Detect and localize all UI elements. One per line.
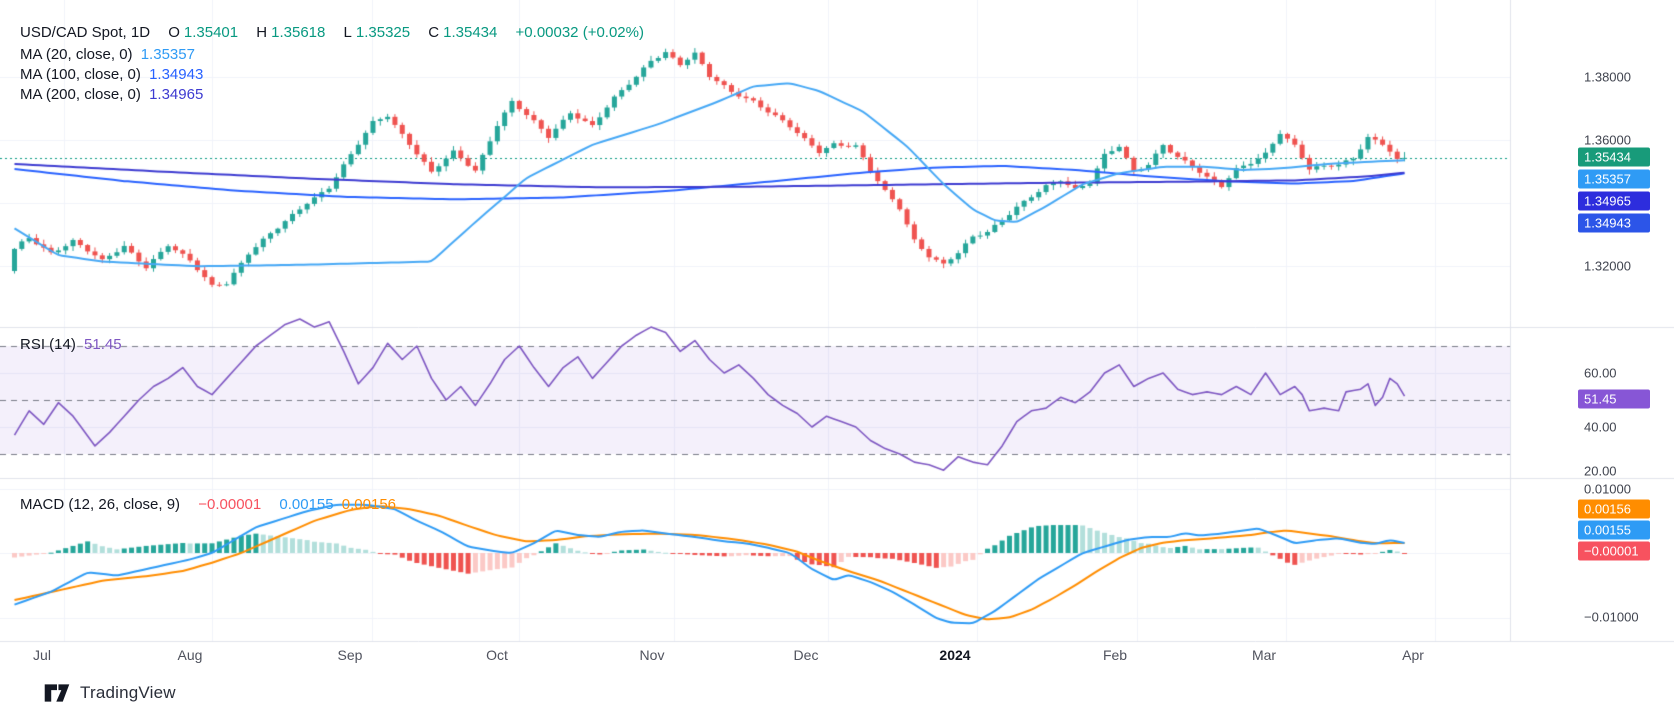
macd-legend-row[interactable]: MACD (12, 26, close, 9) −0.00001 0.00155… (20, 496, 396, 513)
ohlc-close-key: C (428, 24, 440, 41)
ma100-value: 1.34943 (149, 66, 204, 83)
ma100-legend-row[interactable]: MA (100, close, 0) 1.34943 (20, 66, 203, 83)
ohlc-open-value: 1.35401 (183, 24, 239, 41)
ma200-price-badge: 1.34965 (1578, 191, 1650, 211)
ma20-label: MA (20, close, 0) (20, 46, 133, 63)
ohlc-open-key: O (168, 24, 180, 41)
rsi-axis-label: 20.00 (1584, 463, 1617, 479)
ohlc-high-value: 1.35618 (271, 24, 326, 41)
symbol-legend-row[interactable]: USD/CAD Spot, 1D O 1.35401 H 1.35618 L 1.35… (20, 24, 644, 41)
price-axis-label: 1.38000 (1584, 69, 1631, 85)
change-value: +0.00032 (+0.02%) (515, 24, 644, 41)
ma200-label: MA (200, close, 0) (20, 86, 141, 103)
macd-axis-label: 0.01000 (1584, 481, 1631, 497)
symbol-title: USD/CAD Spot, 1D (20, 24, 151, 41)
ohlc-low-key: L (343, 24, 352, 41)
time-axis-label: Sep (337, 647, 363, 663)
time-axis-label: Aug (177, 647, 203, 663)
tradingview-logo-icon (44, 682, 70, 704)
tradingview-branding[interactable]: TradingView (44, 682, 176, 704)
time-axis-label: Dec (793, 647, 819, 663)
rsi-value-badge: 51.45 (1578, 389, 1650, 409)
ohlc-high-key: H (256, 24, 268, 41)
ma200-legend-row[interactable]: MA (200, close, 0) 1.34965 (20, 86, 203, 103)
macd-line-value: 0.00155 (279, 496, 334, 513)
rsi-value: 51.45 (84, 336, 122, 353)
price-axis-label: 1.36000 (1584, 132, 1631, 148)
ma200-value: 1.34965 (149, 86, 204, 103)
rsi-axis-label: 60.00 (1584, 365, 1617, 381)
ohlc-low-value: 1.35325 (355, 24, 411, 41)
time-axis-label: Feb (1102, 647, 1128, 663)
time-axis-label: 2024 (939, 647, 971, 663)
time-axis-label: Jul (33, 647, 51, 663)
rsi-legend-row[interactable]: RSI (14) 51.45 (20, 336, 122, 353)
time-axis-label: Nov (639, 647, 665, 663)
time-axis-label: Apr (1402, 647, 1424, 663)
macd-line-badge: 0.00155 (1578, 520, 1650, 540)
time-axis-label: Mar (1251, 647, 1277, 663)
ma20-legend-row[interactable]: MA (20, close, 0) 1.35357 (20, 46, 195, 63)
last-price-badge: 1.35434 (1578, 147, 1650, 167)
macd-label: MACD (12, 26, close, 9) (20, 496, 181, 513)
macd-hist-badge: −0.00001 (1578, 541, 1650, 561)
ma20-value: 1.35357 (140, 46, 195, 63)
macd-hist-value: −0.00001 (198, 496, 262, 513)
rsi-label: RSI (14) (20, 336, 76, 353)
ma100-price-badge: 1.34943 (1578, 213, 1650, 233)
ma20-price-badge: 1.35357 (1578, 169, 1650, 189)
rsi-axis-label: 40.00 (1584, 419, 1617, 435)
price-axis-label: 1.32000 (1584, 258, 1631, 274)
ohlc-close-value: 1.35434 (443, 24, 498, 41)
tradingview-wordmark: TradingView (80, 683, 176, 702)
macd-signal-badge: 0.00156 (1578, 499, 1650, 519)
ma100-label: MA (100, close, 0) (20, 66, 141, 83)
macd-signal-value: 0.00156 (341, 496, 397, 513)
macd-axis-label: −0.01000 (1584, 609, 1639, 625)
time-axis-label: Oct (486, 647, 508, 663)
